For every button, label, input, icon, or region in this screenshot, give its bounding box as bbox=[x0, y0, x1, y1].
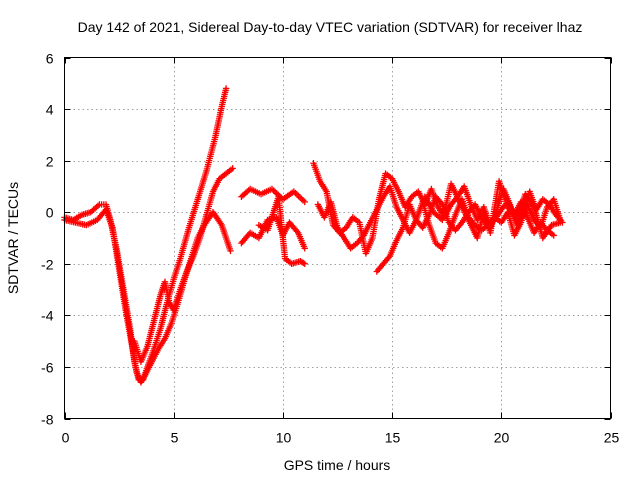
axis-layer: 0 5 10 15 20 25 -8 -6 -4 -2 0 2 4 6 bbox=[41, 51, 619, 446]
data-point bbox=[296, 194, 304, 201]
data-point bbox=[301, 245, 308, 252]
x-tick-label: 5 bbox=[171, 430, 179, 446]
x-tick-label: 15 bbox=[385, 430, 401, 446]
x-tick-label: 10 bbox=[276, 430, 292, 446]
data-point bbox=[293, 228, 301, 235]
data-point bbox=[270, 187, 277, 194]
data-point bbox=[227, 247, 234, 255]
series-track-6 bbox=[255, 193, 308, 267]
y-tick-label: 0 bbox=[46, 205, 54, 221]
x-tick-label: 20 bbox=[494, 430, 510, 446]
data-point bbox=[292, 189, 299, 197]
y-tick-label: 4 bbox=[46, 102, 54, 118]
data-point bbox=[299, 197, 307, 204]
data-point bbox=[295, 192, 302, 200]
data-point bbox=[300, 259, 307, 267]
series-track-4 bbox=[238, 185, 308, 206]
data-point bbox=[301, 198, 308, 206]
y-axis-label: SDTVAR / TECUs bbox=[5, 182, 21, 294]
data-point bbox=[229, 165, 236, 172]
series-track-10 bbox=[421, 178, 564, 242]
data-point bbox=[298, 195, 305, 203]
points-layer bbox=[61, 85, 566, 386]
y-tick-label: -4 bbox=[41, 308, 54, 324]
x-tick-label: 25 bbox=[604, 430, 620, 446]
data-point bbox=[94, 202, 102, 209]
y-tick-label: -8 bbox=[41, 412, 54, 428]
x-axis-label: GPS time / hours bbox=[284, 457, 391, 473]
y-tick-label: -2 bbox=[41, 257, 54, 273]
data-point bbox=[301, 260, 308, 267]
chart-title: Day 142 of 2021, Sidereal Day-to-day VTE… bbox=[78, 19, 583, 35]
plot-frame bbox=[64, 57, 611, 419]
y-tick-label: 2 bbox=[46, 154, 54, 170]
data-point bbox=[557, 219, 564, 226]
data-point bbox=[222, 85, 230, 92]
series-track-3 bbox=[131, 165, 236, 365]
y-tick-label: 6 bbox=[46, 51, 54, 67]
x-tick-label: 0 bbox=[62, 430, 70, 446]
data-point bbox=[550, 232, 557, 239]
y-tick-label: -6 bbox=[41, 360, 54, 376]
